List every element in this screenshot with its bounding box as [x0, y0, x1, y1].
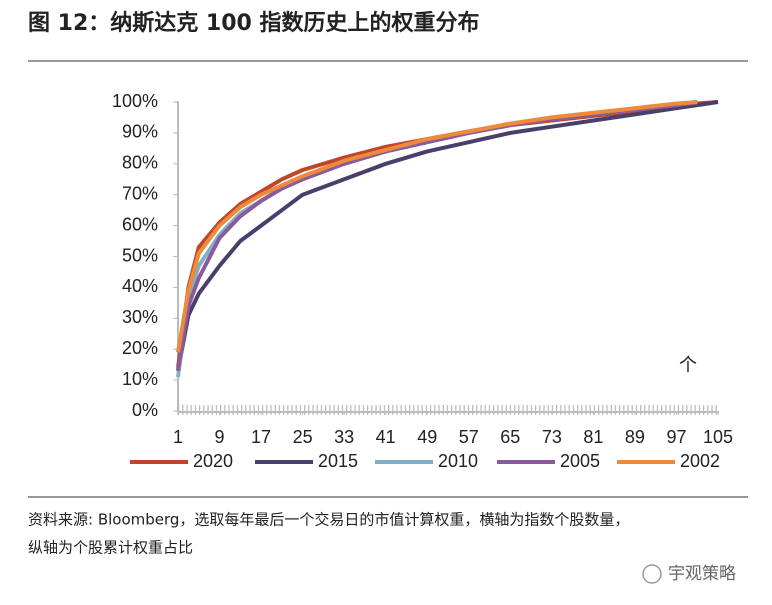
- y-tick-label: 80%: [122, 153, 158, 173]
- y-tick-label: 100%: [112, 91, 158, 111]
- y-tick-label: 70%: [122, 183, 158, 203]
- y-tick-label: 20%: [122, 338, 158, 358]
- legend-label: 2002: [680, 451, 720, 471]
- watermark-icon: [642, 564, 662, 584]
- x-tick-label: 73: [542, 427, 562, 447]
- y-tick-label: 10%: [122, 369, 158, 389]
- series-line: [176, 100, 698, 353]
- x-tick-label: 41: [376, 427, 396, 447]
- source: 纵轴为个股累计权重占比: [28, 539, 193, 557]
- y-tick-label: 40%: [122, 276, 158, 296]
- series-line: [176, 100, 719, 372]
- chart-title: 图 12：纳斯达克 100 指数历史上的权重分布: [28, 10, 480, 36]
- y-tick-label: 0%: [132, 400, 158, 420]
- x-tick-label: 57: [459, 427, 479, 447]
- x-tick-label: 17: [251, 427, 271, 447]
- y-tick-label: 60%: [122, 214, 158, 234]
- annotation: 个: [679, 355, 697, 376]
- source: 资料来源: Bloomberg，选取每年最后一个交易日的市值计算权重，横轴为指数…: [28, 511, 629, 529]
- x-tick-label: 105: [703, 427, 733, 447]
- x-tick-label: 9: [215, 427, 225, 447]
- x-tick-label: 49: [417, 427, 437, 447]
- x-tick-label: 25: [293, 427, 313, 447]
- x-tick-label: 89: [625, 427, 645, 447]
- series-line: [176, 100, 698, 378]
- x-axis-minor-ticks: [178, 405, 719, 415]
- x-tick-label: 1: [173, 427, 183, 447]
- y-tick-label: 30%: [122, 307, 158, 327]
- watermark: 宇观策略: [668, 564, 736, 584]
- series-line: [176, 100, 719, 368]
- x-tick-label: 65: [500, 427, 520, 447]
- legend-label: 2005: [560, 451, 600, 471]
- legend-label: 2020: [193, 451, 233, 471]
- legend-label: 2015: [318, 451, 358, 471]
- legend-label: 2010: [438, 451, 478, 471]
- y-tick-label: 50%: [122, 245, 158, 265]
- x-tick-label: 33: [334, 427, 354, 447]
- x-tick-label: 97: [666, 427, 686, 447]
- x-tick-label: 81: [583, 427, 603, 447]
- y-tick-label: 90%: [122, 122, 158, 142]
- series-line: [176, 100, 698, 372]
